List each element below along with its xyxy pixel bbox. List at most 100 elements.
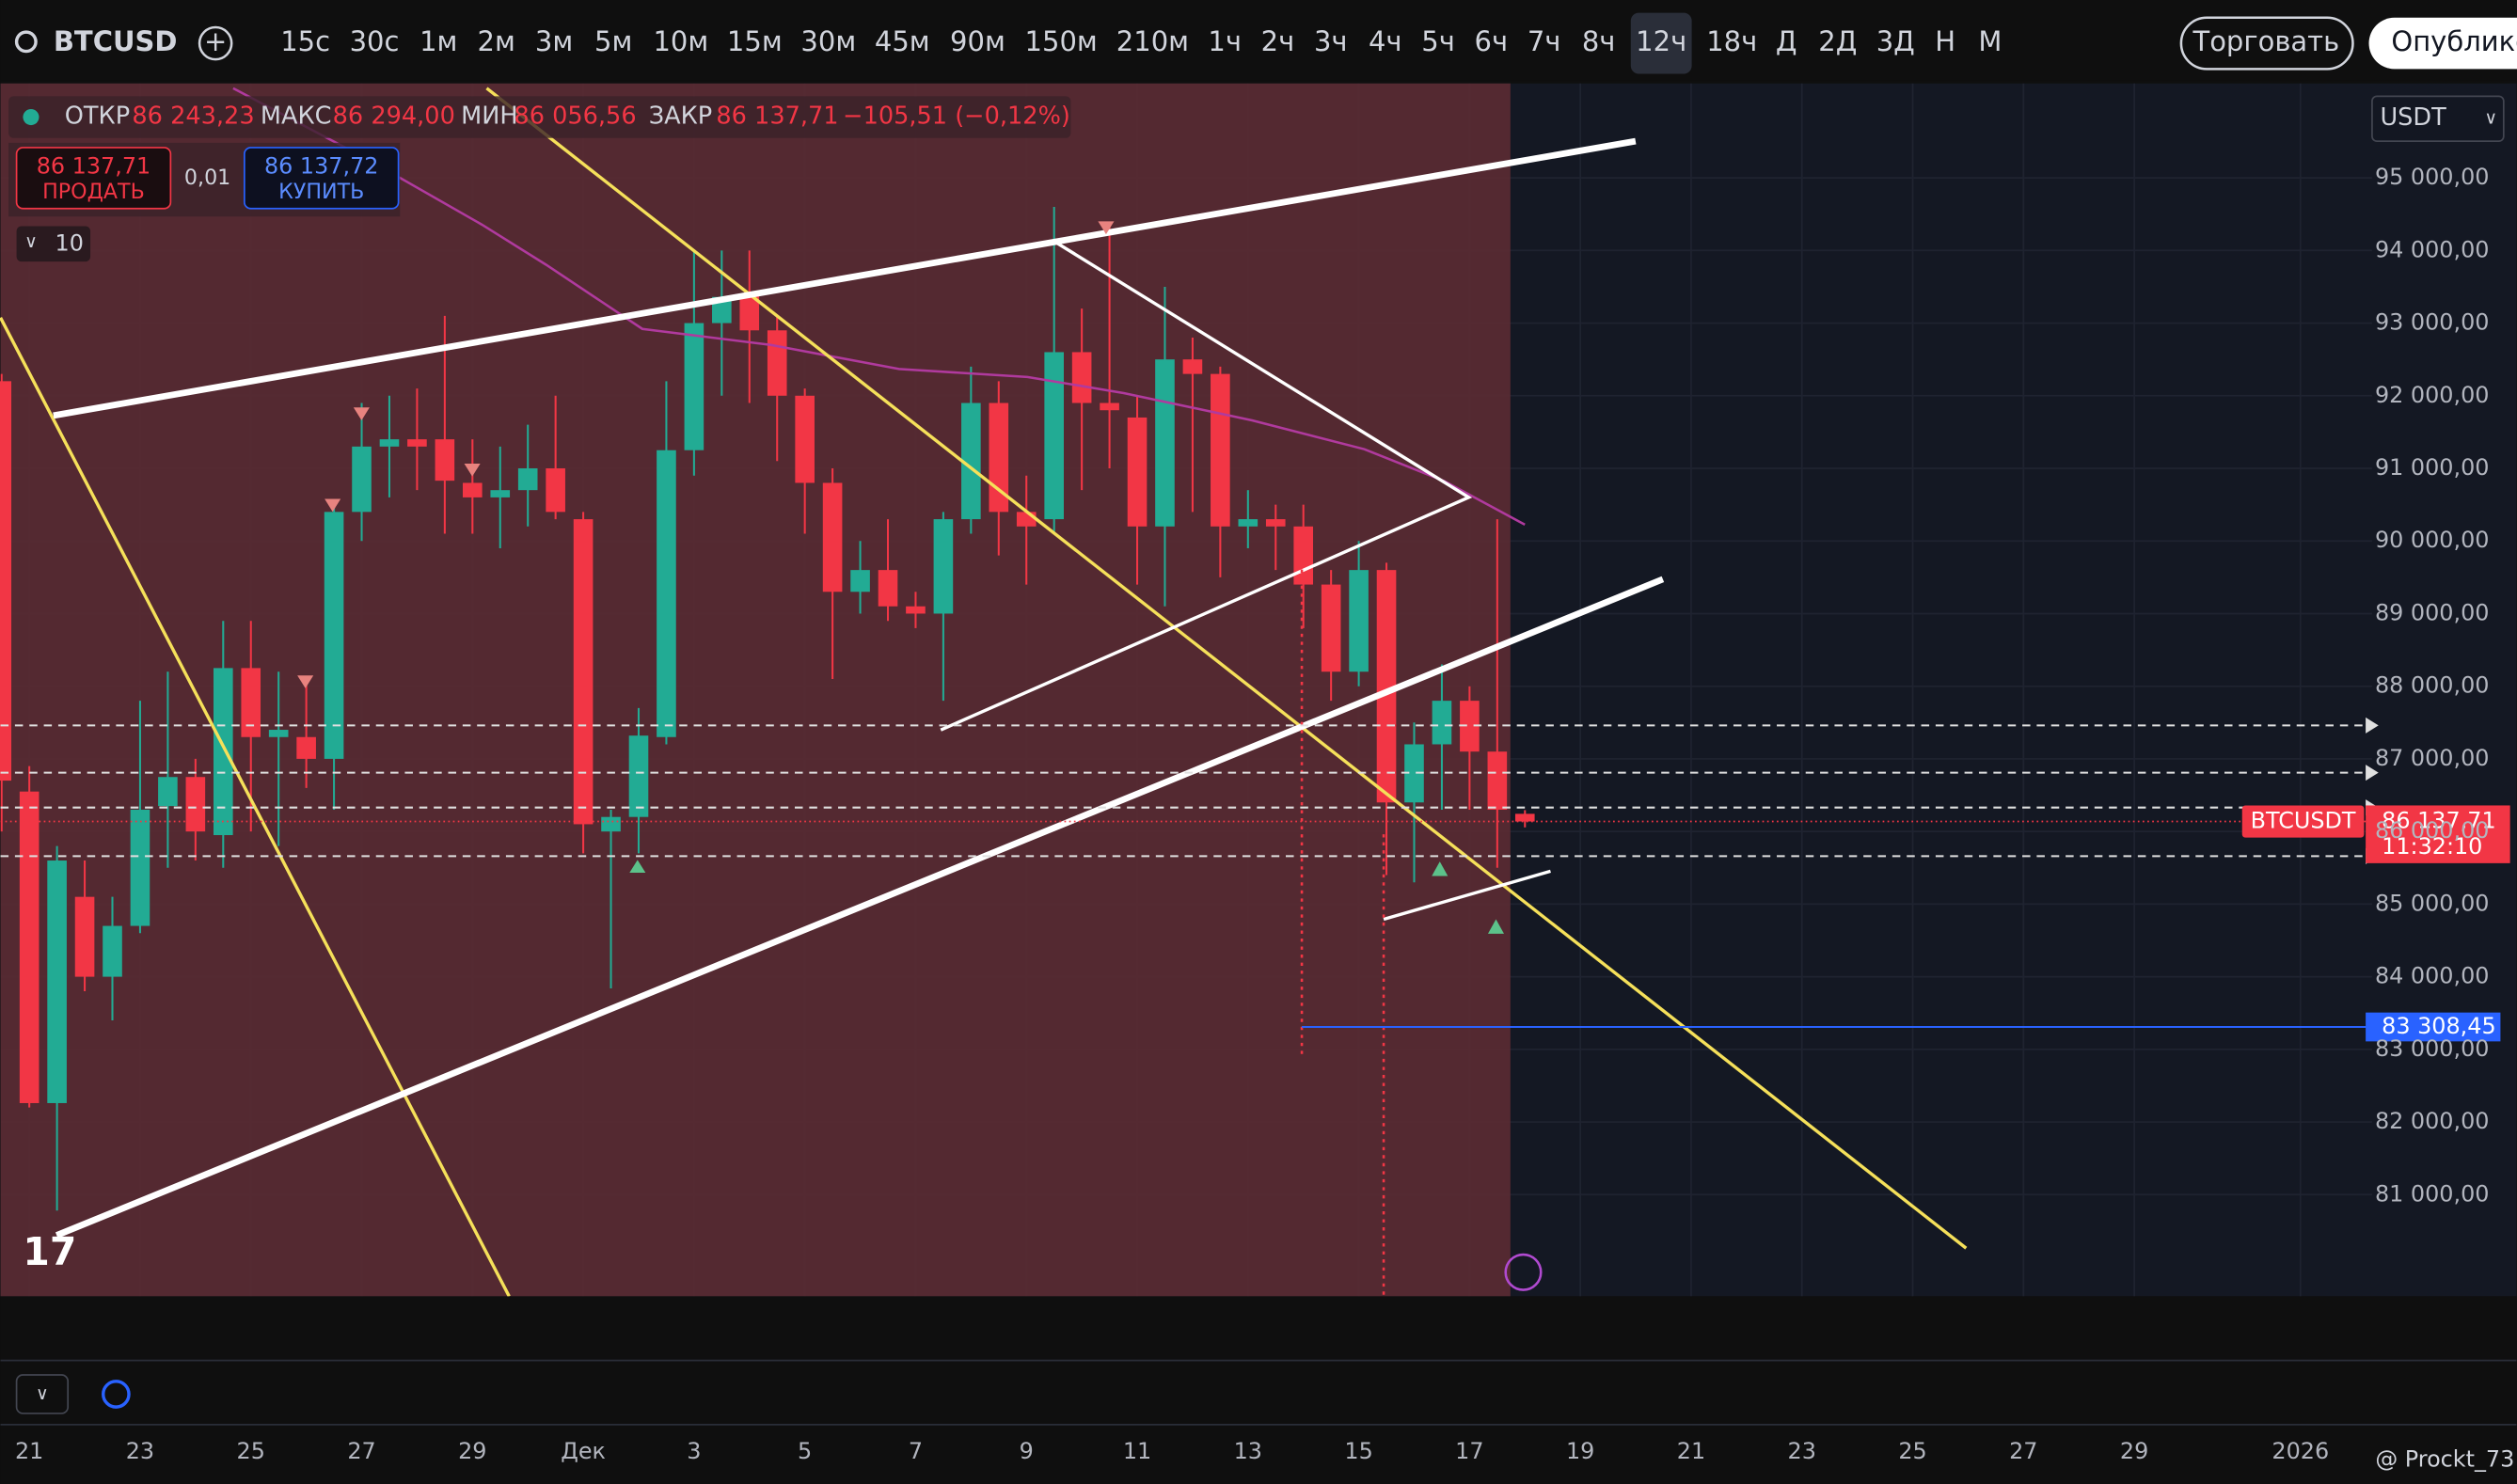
- symbol[interactable]: BTCUSD: [54, 25, 178, 57]
- x-tick-label: 15: [1344, 1438, 1372, 1464]
- candle-body: [379, 439, 400, 447]
- legend-label: МИН: [461, 103, 517, 131]
- timeframe[interactable]: 210м: [1116, 25, 1189, 57]
- timeframe[interactable]: 18ч: [1706, 25, 1757, 57]
- candle-body: [1487, 751, 1508, 810]
- x-tick-label: 5: [798, 1438, 812, 1464]
- timeframe[interactable]: Д: [1776, 25, 1797, 57]
- indicators-count: 10: [55, 229, 84, 256]
- collapse-button[interactable]: [15, 1374, 70, 1414]
- toolbar: [0, 0, 2517, 81]
- y-tick-label: 94 000,00: [2375, 236, 2490, 262]
- timeframe[interactable]: 15с: [280, 25, 330, 57]
- active-timeframe: [1630, 12, 1692, 74]
- candle-body: [1321, 584, 1341, 672]
- indicators-toggle[interactable]: [16, 226, 91, 262]
- timeframe[interactable]: 2ч: [1261, 25, 1295, 57]
- timeframe[interactable]: 3Д: [1876, 25, 1915, 57]
- timeframe[interactable]: 4ч: [1369, 25, 1402, 57]
- drawings: [0, 87, 1968, 1298]
- timeframe[interactable]: 10м: [653, 25, 708, 57]
- add-button[interactable]: [198, 25, 233, 61]
- candle-body: [1265, 519, 1286, 527]
- x-tick-label: 29: [458, 1438, 486, 1464]
- timeframe[interactable]: Н: [1935, 25, 1955, 57]
- candle-body: [1182, 359, 1203, 374]
- candle-body: [1127, 417, 1148, 527]
- sync-icon[interactable]: [102, 1380, 131, 1409]
- signal-up: [1432, 861, 1448, 876]
- watermark: @ Prockt_73: [2375, 1445, 2514, 1472]
- timeframe[interactable]: 2м: [478, 25, 515, 57]
- x-tick-label: 21: [1677, 1438, 1705, 1464]
- y-tick-label: 85 000,00: [2375, 890, 2490, 916]
- x-tick-label: 13: [1234, 1438, 1262, 1464]
- candle-body: [352, 446, 372, 513]
- candle-body: [463, 482, 483, 497]
- candle-body: [601, 816, 621, 832]
- candle-body: [933, 519, 954, 614]
- sell-price: 86 137,71: [37, 152, 151, 179]
- timeframe[interactable]: 30с: [350, 25, 400, 57]
- symbol-tag-bg: [2241, 805, 2365, 838]
- timeframe[interactable]: 2Д: [1818, 25, 1857, 57]
- timeframe[interactable]: 5ч: [1421, 25, 1455, 57]
- signal-down: [297, 675, 314, 688]
- x-tick-label: 27: [2009, 1438, 2037, 1464]
- timeframe[interactable]: 5м: [594, 25, 632, 57]
- timeframe[interactable]: М: [1978, 25, 2002, 57]
- y-tick-label: 95 000,00: [2375, 164, 2490, 190]
- candle-body: [795, 395, 815, 483]
- timeframe[interactable]: 150м: [1025, 25, 1098, 57]
- candle-body: [1404, 744, 1424, 803]
- candle-body: [435, 439, 455, 482]
- timeframe[interactable]: 8ч: [1582, 25, 1616, 57]
- chevron: ∨: [2484, 109, 2497, 129]
- candle-body: [324, 512, 344, 759]
- sell-label: ПРОДАТЬ: [42, 180, 145, 204]
- y-tick-label: 84 000,00: [2375, 963, 2490, 989]
- signal-down: [464, 464, 481, 477]
- timeframe[interactable]: 30м: [800, 25, 856, 57]
- candle-body: [268, 730, 289, 737]
- candle-body: [1460, 701, 1480, 752]
- candle-body: [213, 668, 233, 836]
- timeframe[interactable]: 1ч: [1208, 25, 1242, 57]
- timeframe[interactable]: 7ч: [1528, 25, 1561, 57]
- symbol-tag: BTCUSDT: [2251, 808, 2356, 834]
- candle-body: [1238, 519, 1258, 527]
- y-tick-label: 87 000,00: [2375, 745, 2490, 771]
- x-tick-label: Дек: [561, 1438, 606, 1464]
- search-icon[interactable]: [14, 30, 38, 54]
- candle-body: [1211, 373, 1230, 527]
- signal-down: [1098, 221, 1115, 235]
- currency-select[interactable]: [2371, 95, 2505, 142]
- legend-label: ОТКР: [65, 103, 130, 131]
- timeframe[interactable]: 12ч: [1636, 25, 1686, 57]
- x-tick-label: 25: [237, 1438, 265, 1464]
- timeframe[interactable]: 15м: [727, 25, 783, 57]
- publish-button[interactable]: [2368, 17, 2517, 70]
- timeframe[interactable]: 45м: [875, 25, 930, 57]
- timeframe[interactable]: 3ч: [1314, 25, 1348, 57]
- moving-average: [232, 87, 1526, 526]
- publish-label: Опублико: [2391, 25, 2517, 57]
- candle-body: [1016, 512, 1037, 527]
- buy-button[interactable]: [243, 147, 400, 210]
- price-line-tag: [2366, 1012, 2501, 1042]
- trade-button[interactable]: [2179, 16, 2354, 71]
- timeframe[interactable]: 1м: [420, 25, 457, 57]
- timeframe[interactable]: 3м: [535, 25, 573, 57]
- timeframe[interactable]: 90м: [950, 25, 1005, 57]
- level-handle: [2366, 765, 2379, 781]
- timeframe[interactable]: 6ч: [1475, 25, 1509, 57]
- add-icon: +: [204, 25, 227, 57]
- candle-body: [407, 439, 427, 447]
- sell-button[interactable]: [15, 147, 172, 210]
- buy-label: КУПИТЬ: [278, 180, 364, 204]
- x-tick-label: 21: [15, 1438, 43, 1464]
- alert-icon[interactable]: [1504, 1253, 1543, 1291]
- last-price-tag: [2366, 805, 2510, 863]
- candle-body: [822, 482, 843, 592]
- legend-change: −105,51 (−0,12%): [843, 103, 1070, 131]
